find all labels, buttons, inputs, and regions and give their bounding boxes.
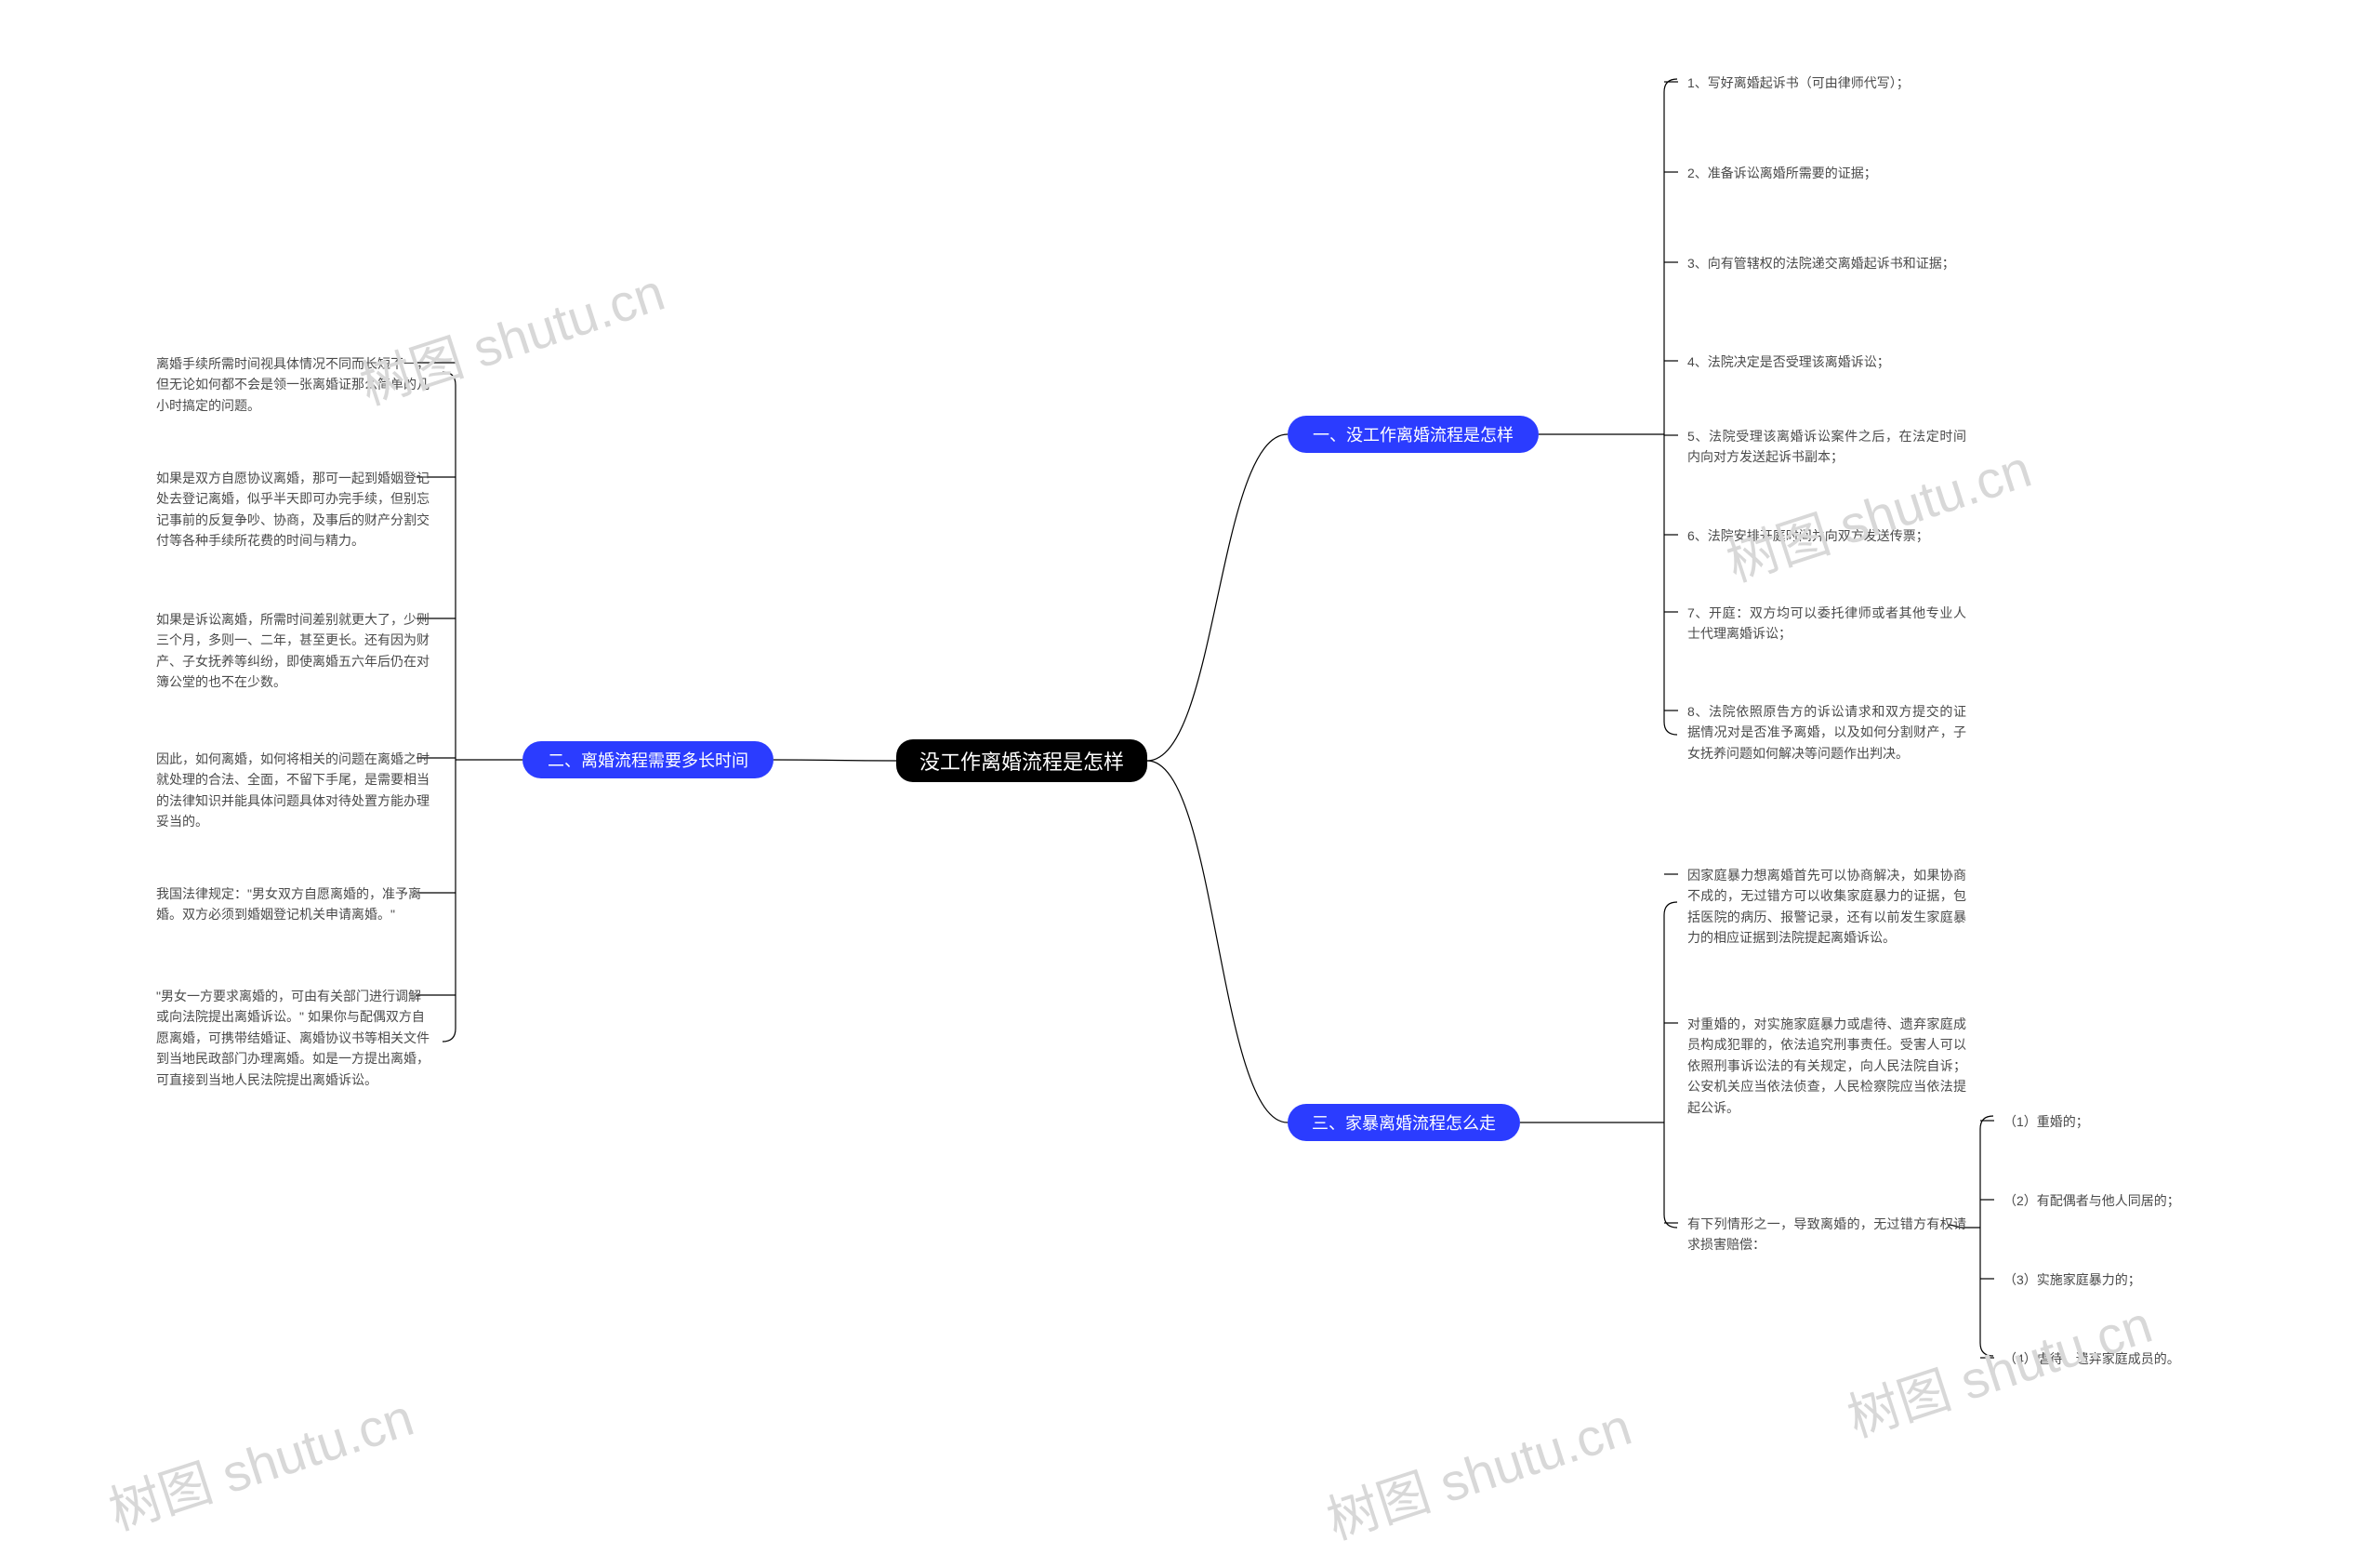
leaf-node: 因此，如何离婚，如何将相关的问题在离婚之时就处理的合法、全面，不留下手尾，是需要… — [156, 749, 430, 832]
branch-3: 三、家暴离婚流程怎么走 — [1288, 1104, 1520, 1141]
mindmap-root: 没工作离婚流程是怎样 — [896, 739, 1147, 782]
leaf-node: 5、法院受理该离婚诉讼案件之后，在法定时间内向对方发送起诉书副本； — [1687, 426, 1966, 468]
leaf-node: 2、准备诉讼离婚所需要的证据； — [1687, 163, 1877, 183]
leaf-node: 有下列情形之一，导致离婚的，无过错方有权请求损害赔偿： — [1687, 1214, 1966, 1255]
leaf-node: 7、开庭：双方均可以委托律师或者其他专业人士代理离婚诉讼； — [1687, 603, 1966, 644]
leaf-node: 1、写好离婚起诉书（可由律师代写）； — [1687, 73, 1910, 93]
leaf-node: "男女一方要求离婚的，可由有关部门进行调解或向法院提出离婚诉讼。" 如果你与配偶… — [156, 986, 430, 1090]
leaf-node: 离婚手续所需时间视具体情况不同而长短不一，但无论如何都不会是领一张离婚证那么简单… — [156, 353, 430, 416]
leaf-node: （2）有配偶者与他人同居的； — [2003, 1190, 2180, 1211]
branch-2: 二、离婚流程需要多长时间 — [522, 741, 774, 778]
watermark-text: 树图 shutu.cn — [99, 1376, 422, 1546]
watermark-text: 树图 shutu.cn — [1316, 1386, 1640, 1554]
leaf-node: 对重婚的，对实施家庭暴力或虐待、遗弃家庭成员构成犯罪的，依法追究刑事责任。受害人… — [1687, 1014, 1966, 1118]
leaf-node: 我国法律规定："男女双方自愿离婚的，准予离婚。双方必须到婚姻登记机关申请离婚。" — [156, 883, 430, 925]
leaf-node: 6、法院安排开庭时间并向双方发送传票； — [1687, 525, 1929, 546]
leaf-node: （3）实施家庭暴力的； — [2003, 1269, 2141, 1290]
leaf-node: 3、向有管辖权的法院递交离婚起诉书和证据； — [1687, 253, 1955, 273]
leaf-node: 因家庭暴力想离婚首先可以协商解决，如果协商不成的，无过错方可以收集家庭暴力的证据… — [1687, 865, 1966, 949]
leaf-node: 如果是双方自愿协议离婚，那可一起到婚姻登记处去登记离婚，似乎半天即可办完手续，但… — [156, 468, 430, 551]
leaf-node: （1）重婚的； — [2003, 1111, 2089, 1132]
branch-1: 一、没工作离婚流程是怎样 — [1288, 416, 1539, 453]
leaf-node: 8、法院依照原告方的诉讼请求和双方提交的证据情况对是否准予离婚，以及如何分割财产… — [1687, 701, 1966, 764]
leaf-node: （4）虐待、遗弃家庭成员的。 — [2003, 1348, 2180, 1369]
leaf-node: 如果是诉讼离婚，所需时间差别就更大了，少则三个月，多则一、二年，甚至更长。还有因… — [156, 609, 430, 693]
leaf-node: 4、法院决定是否受理该离婚诉讼； — [1687, 352, 1890, 372]
